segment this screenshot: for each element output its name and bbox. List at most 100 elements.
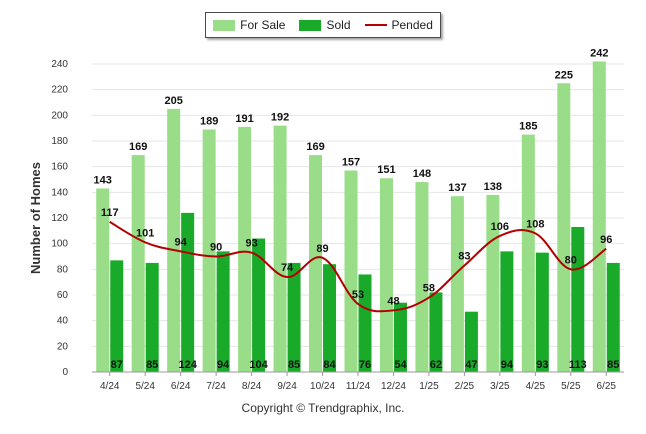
for-sale-data-label: 148 <box>413 168 431 180</box>
bar-for-sale <box>202 129 216 372</box>
y-tick-label: 100 <box>51 239 68 250</box>
x-tick-label: 7/24 <box>206 381 226 392</box>
bar-for-sale <box>521 134 535 372</box>
bar-for-sale <box>486 194 500 372</box>
bar-sold <box>358 274 372 372</box>
for-sale-data-label: 143 <box>94 174 112 186</box>
legend-item-pended: Pended <box>364 18 433 32</box>
copyright-footer: Copyright © Trendgraphix, Inc. <box>241 401 405 415</box>
x-tick-label: 11/24 <box>346 381 371 392</box>
x-tick-label: 9/24 <box>277 381 297 392</box>
x-tick-label: 6/25 <box>597 381 617 392</box>
y-axis-title: Number of Homes <box>28 162 43 274</box>
pended-data-label: 58 <box>423 283 435 295</box>
x-tick-label: 2/25 <box>455 381 475 392</box>
pended-data-label: 108 <box>526 218 544 230</box>
legend-swatch-sold <box>299 19 322 31</box>
bar-sold <box>535 252 549 372</box>
x-tick-label: 4/24 <box>100 381 120 392</box>
sold-data-label: 87 <box>111 359 123 371</box>
for-sale-data-label: 151 <box>377 164 395 176</box>
sold-data-label: 85 <box>607 359 619 371</box>
sold-data-label: 62 <box>430 359 442 371</box>
x-tick-label: 1/25 <box>419 381 439 392</box>
sold-data-label: 113 <box>569 359 587 371</box>
x-tick-label: 4/25 <box>526 381 546 392</box>
for-sale-data-label: 169 <box>129 141 147 153</box>
pended-data-label: 80 <box>565 254 577 266</box>
pended-data-label: 94 <box>175 236 188 248</box>
legend-swatch-for-sale <box>213 19 236 31</box>
sold-data-label: 104 <box>249 359 268 371</box>
bar-sold <box>500 251 514 372</box>
x-tick-label: 5/25 <box>561 381 581 392</box>
pended-data-label: 48 <box>387 295 399 307</box>
bar-for-sale <box>96 188 110 372</box>
y-tick-label: 40 <box>57 316 69 327</box>
bar-sold <box>464 311 478 372</box>
sold-data-label: 54 <box>394 359 407 371</box>
bar-for-sale <box>309 155 323 372</box>
bar-sold <box>252 238 266 372</box>
y-tick-label: 180 <box>51 136 68 147</box>
sold-data-label: 47 <box>465 359 477 371</box>
bar-for-sale <box>238 126 252 372</box>
y-tick-label: 0 <box>62 367 68 378</box>
bar-sold <box>145 262 159 372</box>
for-sale-data-label: 138 <box>484 181 502 193</box>
bar-sold <box>216 251 230 372</box>
bar-for-sale <box>557 83 571 372</box>
sold-data-label: 84 <box>323 359 336 371</box>
legend-swatch-pended <box>364 24 387 26</box>
pended-data-label: 89 <box>316 243 328 255</box>
pended-line <box>109 220 607 313</box>
for-sale-data-label: 225 <box>555 69 573 81</box>
sold-data-label: 76 <box>359 359 371 371</box>
legend-item-sold: Sold <box>299 18 351 32</box>
sold-data-label: 94 <box>501 359 514 371</box>
bar-sold <box>429 292 443 372</box>
bar-sold <box>287 262 301 372</box>
x-tick-label: 8/24 <box>242 381 262 392</box>
for-sale-data-label: 191 <box>235 113 253 125</box>
y-tick-label: 220 <box>51 85 68 96</box>
x-tick-label: 6/24 <box>171 381 191 392</box>
for-sale-data-label: 137 <box>448 182 466 194</box>
legend-label-for-sale: For Sale <box>240 18 286 32</box>
sold-data-label: 124 <box>178 359 197 371</box>
y-tick-label: 140 <box>51 187 68 198</box>
y-tick-label: 80 <box>57 264 69 275</box>
x-tick-label: 3/25 <box>490 381 510 392</box>
for-sale-data-label: 192 <box>271 112 289 124</box>
for-sale-data-label: 169 <box>306 141 324 153</box>
x-tick-label: 5/24 <box>135 381 155 392</box>
bar-for-sale <box>167 108 181 373</box>
legend-label-sold: Sold <box>326 18 351 32</box>
for-sale-data-label: 205 <box>164 95 182 107</box>
y-tick-label: 240 <box>51 59 68 70</box>
bar-sold <box>110 260 124 372</box>
chart-legend: For Sale Sold Pended <box>205 12 441 38</box>
for-sale-data-label: 242 <box>590 47 608 59</box>
bar-for-sale <box>273 125 287 372</box>
bar-sold <box>571 226 585 372</box>
for-sale-data-label: 189 <box>200 115 218 127</box>
bar-for-sale <box>131 155 145 372</box>
sold-data-label: 94 <box>217 359 230 371</box>
bar-for-sale <box>379 178 393 372</box>
sold-data-label: 85 <box>146 359 158 371</box>
bar-sold <box>393 302 407 372</box>
pended-data-label: 83 <box>458 250 470 262</box>
bar-for-sale <box>344 170 358 372</box>
x-tick-label: 10/24 <box>310 381 335 392</box>
legend-item-for-sale: For Sale <box>213 18 285 32</box>
bar-for-sale <box>450 196 464 372</box>
for-sale-data-label: 185 <box>519 121 537 133</box>
bar-sold <box>606 262 620 372</box>
sold-data-label: 85 <box>288 359 300 371</box>
bar-for-sale <box>415 182 429 372</box>
bar-sold <box>323 264 337 372</box>
y-tick-label: 160 <box>51 162 68 173</box>
